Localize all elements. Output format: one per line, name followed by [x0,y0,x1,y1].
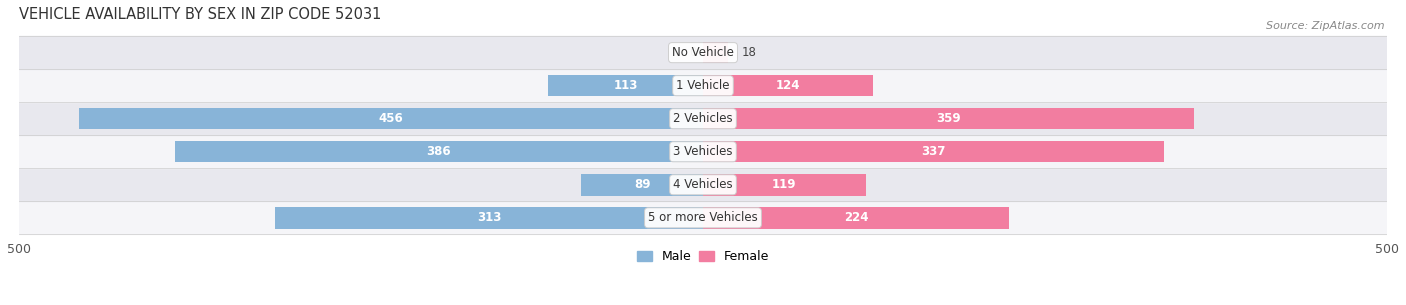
Bar [703,42,728,63]
Bar [581,174,703,196]
Text: 89: 89 [634,178,651,191]
Text: 386: 386 [426,145,451,158]
Text: 1 Vehicle: 1 Vehicle [676,79,730,92]
Text: 5 or more Vehicles: 5 or more Vehicles [648,211,758,224]
Text: 119: 119 [772,178,797,191]
Bar [18,135,1388,168]
Text: 313: 313 [477,211,501,224]
Text: VEHICLE AVAILABILITY BY SEX IN ZIP CODE 52031: VEHICLE AVAILABILITY BY SEX IN ZIP CODE … [18,7,381,22]
Text: 0: 0 [689,46,696,59]
Bar [548,75,703,96]
Bar [703,174,866,196]
Legend: Male, Female: Male, Female [631,245,775,268]
Text: 124: 124 [776,79,800,92]
Text: 113: 113 [613,79,638,92]
Text: 2 Vehicles: 2 Vehicles [673,112,733,125]
Bar [703,207,1010,228]
Bar [703,141,1164,163]
Bar [174,141,703,163]
Text: 224: 224 [844,211,869,224]
Bar [79,108,703,129]
Bar [18,69,1388,102]
Text: 337: 337 [921,145,946,158]
Text: 456: 456 [378,112,404,125]
Text: 359: 359 [936,112,960,125]
Bar [703,108,1194,129]
Text: 18: 18 [741,46,756,59]
Bar [18,168,1388,201]
Text: Source: ZipAtlas.com: Source: ZipAtlas.com [1267,21,1385,31]
Text: 4 Vehicles: 4 Vehicles [673,178,733,191]
Bar [703,75,873,96]
Text: 3 Vehicles: 3 Vehicles [673,145,733,158]
Bar [18,36,1388,69]
Bar [274,207,703,228]
Bar [18,201,1388,234]
Bar [18,102,1388,135]
Text: No Vehicle: No Vehicle [672,46,734,59]
